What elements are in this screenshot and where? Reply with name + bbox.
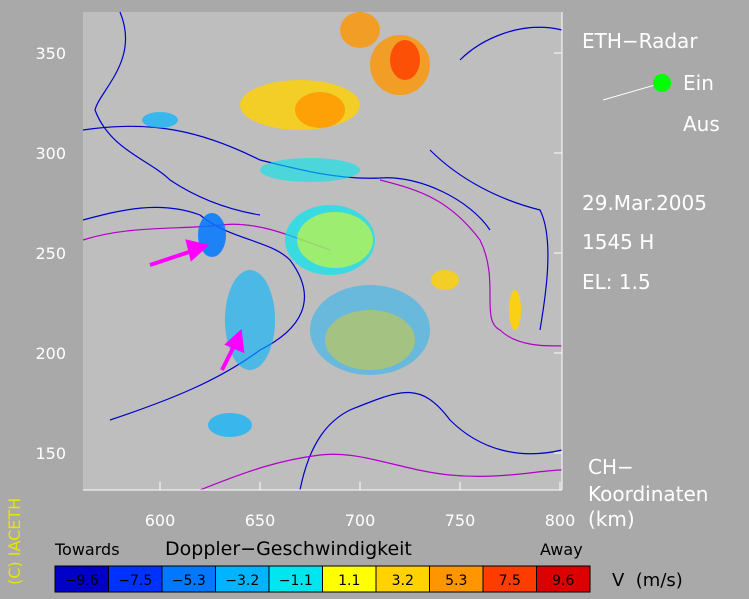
legend-unit: V (m/s) [612,570,683,591]
date: 29.Mar.2005 [582,191,707,215]
arrows [149,239,245,371]
legend-title: Doppler−Geschwindigkeit [165,538,412,560]
y-tick-label: 350 [35,44,66,63]
legend-swatch [429,565,484,593]
switch-dot[interactable] [653,74,671,92]
elevation: EL: 1.5 [582,270,651,294]
legend-swatch [536,565,591,593]
legend-label: −7.5 [118,573,152,589]
y-tick-label: 150 [35,444,66,463]
legend-swatch [161,565,216,593]
legend-label: 3.2 [392,573,414,589]
y-tick-label: 300 [35,144,66,163]
x-tick-label: 700 [345,511,376,530]
y-tick-label: 250 [35,244,66,263]
x-tick-label: 650 [245,511,276,530]
legend-left: Towards [54,540,120,559]
legend-label: 9.6 [552,573,574,589]
switch-on[interactable]: Ein [683,71,714,95]
legend-label: −3.2 [225,573,259,589]
coord-line2: Koordinaten [588,482,708,506]
legend-label: 7.5 [499,573,521,589]
axis-frame [83,12,563,491]
legend-swatch [375,565,430,593]
x-tick-label: 750 [445,511,476,530]
coord-unit: (km) [588,507,635,531]
legend-label: −1.1 [279,573,313,589]
legend-swatch [322,565,377,593]
legend-label: −9.6 [65,573,99,589]
legend-swatch [215,565,270,593]
legend-swatch [482,565,537,593]
legend-label: −5.3 [172,573,206,589]
time: 1545 H [582,230,654,254]
x-tick-label: 600 [145,511,176,530]
switch-line [602,84,656,101]
legend-right: Away [540,540,583,559]
legend-label: 1.1 [338,573,360,589]
switch-off[interactable]: Aus [683,112,720,136]
copyright: (C) IACETH [5,498,24,585]
radar-echoes [142,12,521,437]
x-tick-label: 800 [545,511,576,530]
y-tick-label: 200 [35,344,66,363]
title: ETH−Radar [582,29,698,53]
coord-line1: CH− [588,455,634,479]
legend-label: 5.3 [445,573,467,589]
legend-swatch [54,565,109,593]
